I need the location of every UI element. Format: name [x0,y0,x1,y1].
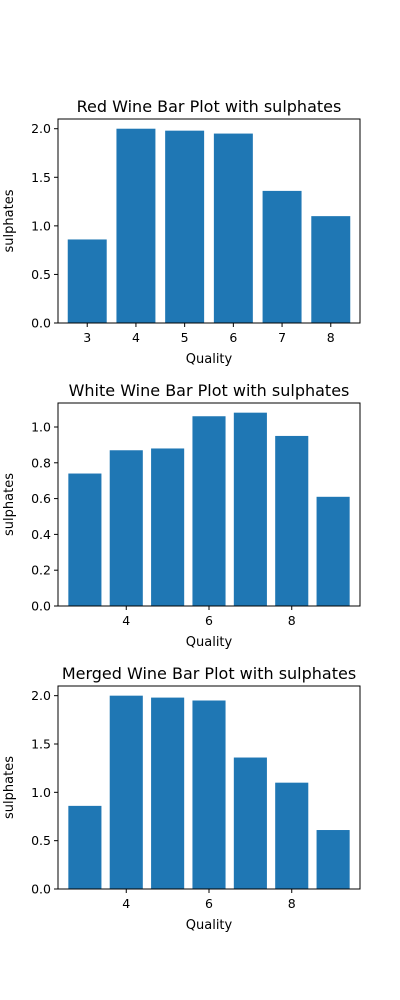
chart-2: 0.0 0.2 0.4 0.6 0.8 1.0 4 6 8 White Wine Bar Plot… [2,381,361,650]
y-tick-label: 0.8 [31,455,51,470]
x-tick-label: 6 [205,896,213,911]
chart-title: White Wine Bar Plot with sulphates [69,381,350,400]
bar [192,700,226,889]
bar [233,757,267,889]
x-tick-label: 6 [205,613,213,628]
bar [68,473,102,606]
y-tick-label: 2.0 [31,688,51,703]
x-axis-label: Quality [186,352,233,367]
y-tick-label: 2.0 [31,121,51,136]
bar [67,239,107,323]
bar [151,697,185,889]
bar [233,412,267,606]
x-tick-label: 5 [181,330,189,345]
y-tick-label: 1.0 [31,785,51,800]
y-axis-label: sulphates [2,756,17,819]
bar [316,830,350,889]
chart-3: 0.0 0.5 1.0 1.5 2.0 4 6 8 Merged Wine Bar Plot w… [2,664,361,933]
bar [213,133,253,323]
chart-title: Red Wine Bar Plot with sulphates [77,97,342,116]
bar [192,416,226,606]
y-tick-label: 0.0 [31,316,51,331]
y-axis-label: sulphates [2,189,17,252]
y-tick-label: 1.5 [31,170,51,185]
x-tick-label: 8 [327,330,335,345]
y-tick-label: 0.4 [31,527,51,542]
bar [116,128,156,323]
x-tick-label: 8 [288,613,296,628]
bar [109,695,143,889]
x-axis-label: Quality [186,635,233,650]
y-tick-label: 0.0 [31,882,51,897]
x-tick-label: 4 [132,330,140,345]
y-tick-label: 1.5 [31,737,51,752]
y-tick-label: 0.0 [31,599,51,614]
y-tick-label: 0.2 [31,563,51,578]
chart-1: 0.0 0.5 1.0 1.5 2.0 3 4 5 6 7 8 Red Wine Bar Plot w… [2,97,361,367]
bar [316,496,350,606]
x-tick-label: 8 [288,896,296,911]
chart-title: Merged Wine Bar Plot with sulphates [62,664,356,683]
y-tick-label: 0.5 [31,267,51,282]
bar [262,190,302,323]
bar [151,448,185,606]
y-tick-label: 0.6 [31,491,51,506]
y-tick-label: 1.0 [31,419,51,434]
bar [275,782,309,889]
x-tick-label: 7 [278,330,286,345]
x-tick-label: 4 [122,613,130,628]
y-tick-label: 1.0 [31,218,51,233]
x-tick-label: 6 [229,330,237,345]
bar [165,130,205,323]
x-tick-label: 4 [122,896,130,911]
x-tick-label: 3 [83,330,91,345]
bar [275,435,309,606]
bar [109,450,143,606]
y-tick-label: 0.5 [31,833,51,848]
bar [311,216,351,323]
y-axis-label: sulphates [2,473,17,536]
plot-frame [57,118,361,324]
x-axis-label: Quality [186,918,233,933]
bar [68,805,102,889]
